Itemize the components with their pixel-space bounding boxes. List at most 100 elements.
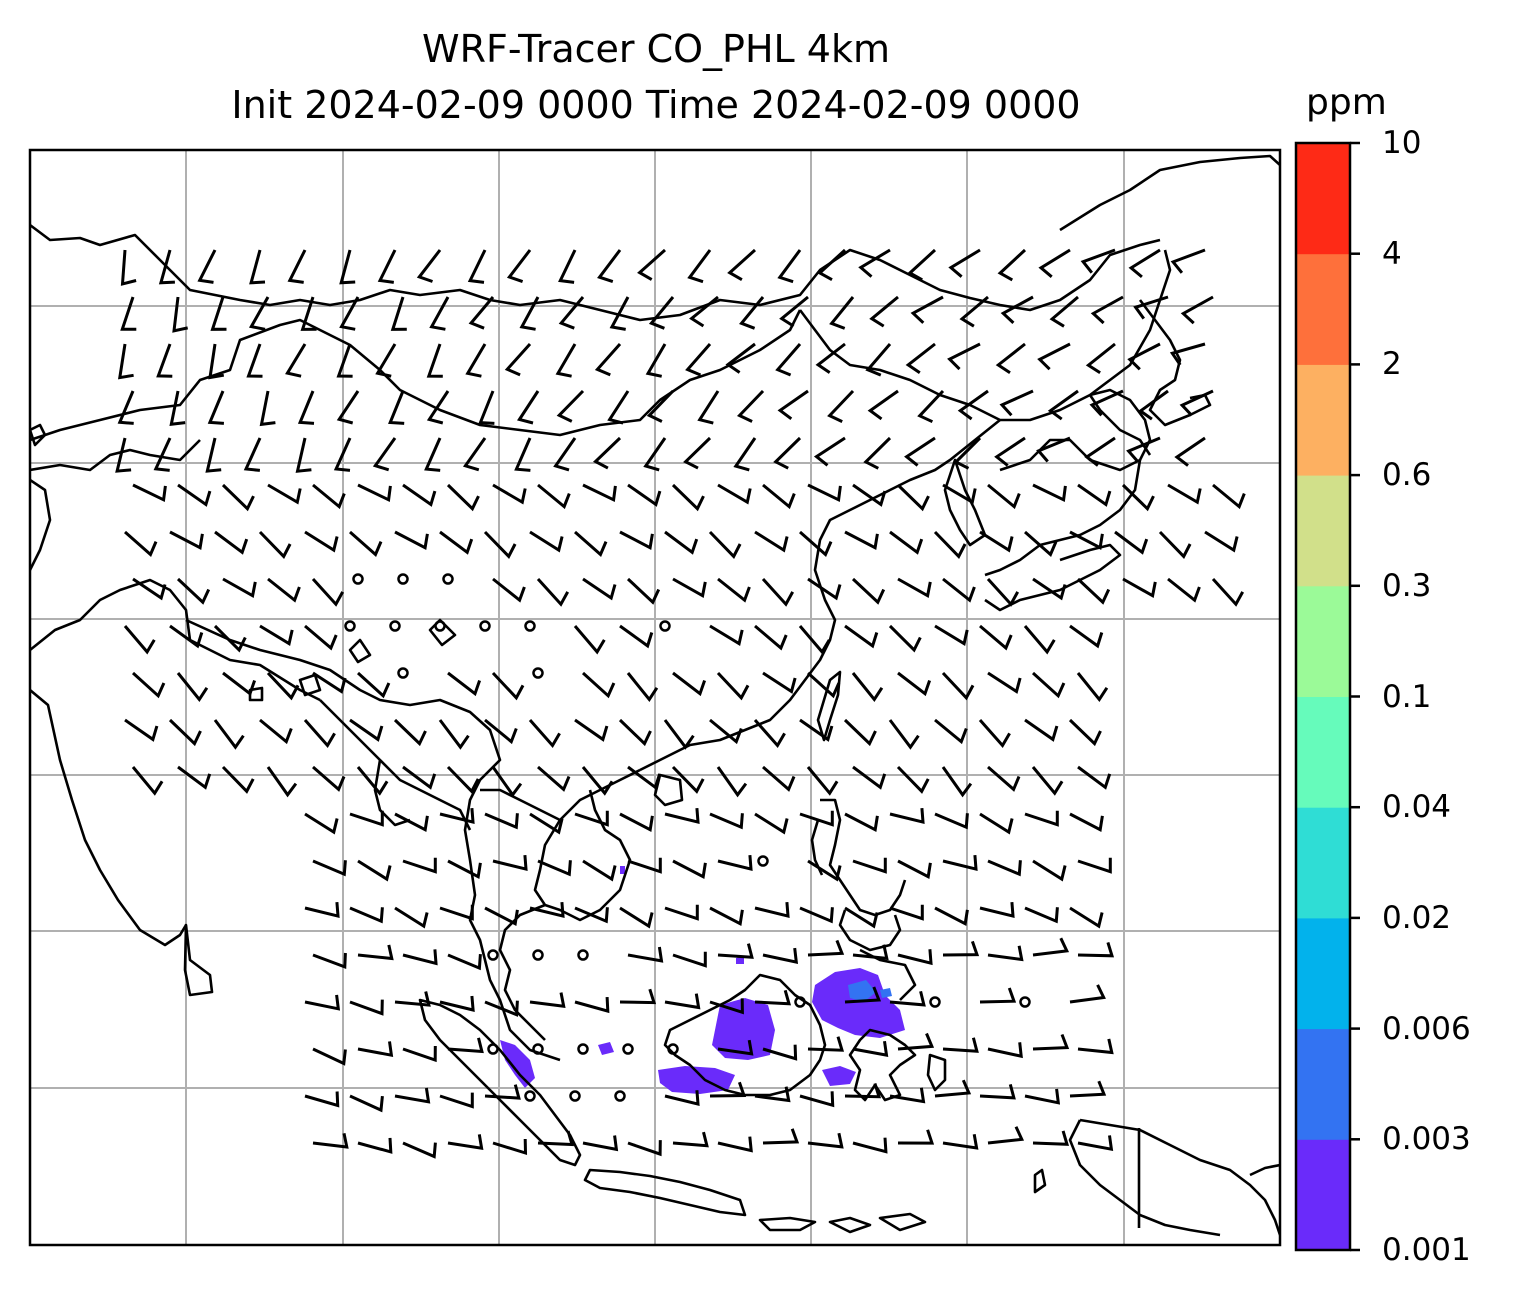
wind-barb	[852, 857, 887, 874]
wind-barb	[197, 249, 217, 284]
wind-barb	[627, 765, 662, 790]
wind-barb	[844, 1082, 882, 1099]
wind-barb	[312, 952, 347, 970]
wind-barb	[852, 765, 887, 790]
wind-barb	[506, 249, 532, 284]
wind-barb	[1085, 342, 1116, 375]
wind-barb	[375, 343, 397, 378]
wind-barb	[447, 1037, 484, 1054]
wind-barb	[285, 343, 307, 378]
wind-barb	[897, 671, 932, 697]
wind-barb	[815, 342, 846, 374]
wind-barb	[1174, 436, 1206, 467]
wind-barb	[582, 577, 617, 601]
wind-barb	[258, 530, 292, 559]
calm-marker	[532, 949, 544, 961]
wind-barb	[762, 483, 796, 510]
wind-barb	[979, 530, 1014, 553]
wind-barb	[777, 389, 809, 420]
wind-barb	[259, 624, 294, 646]
wind-barb	[426, 343, 443, 378]
wind-barb	[888, 624, 922, 653]
map-frame	[28, 148, 1282, 1247]
wind-barb	[664, 1090, 700, 1107]
wind-barb	[158, 249, 175, 285]
wind-barb	[865, 343, 892, 377]
wind-barb	[484, 906, 519, 926]
wind-barb	[671, 483, 705, 512]
wind-barb	[248, 296, 270, 331]
wind-barb	[1076, 577, 1111, 605]
wind-barb	[941, 766, 973, 798]
calm-marker	[524, 620, 536, 632]
wind-barb	[519, 296, 540, 331]
colorbar-tick-label: 0.001	[1382, 1232, 1471, 1268]
wind-barb	[708, 530, 742, 559]
wind-barb	[156, 343, 173, 378]
wind-barb	[1031, 671, 1066, 699]
wind-barb	[987, 945, 1024, 962]
wind-barb	[672, 1131, 709, 1148]
wind-barb	[597, 249, 622, 284]
wind-barb	[1037, 342, 1071, 371]
calm-marker	[397, 667, 409, 679]
wind-barb	[1179, 389, 1214, 417]
wind-barb	[1133, 295, 1169, 320]
wind-barb	[169, 530, 204, 550]
wind-barb	[439, 995, 475, 1012]
wind-barb	[447, 953, 482, 971]
wind-barb	[709, 812, 744, 830]
wind-barb	[942, 483, 977, 505]
wind-barb	[1032, 1033, 1070, 1051]
wind-barb	[1212, 483, 1246, 510]
wind-barb	[942, 1134, 979, 1150]
wind-barb	[889, 530, 924, 555]
wind-barb	[438, 719, 470, 750]
colorbar-tick-label: 10	[1382, 125, 1422, 161]
calm-marker	[757, 855, 769, 867]
wind-barb	[581, 671, 616, 699]
wind-barb	[645, 343, 667, 378]
wind-barb	[957, 389, 989, 421]
wind-barb	[762, 1128, 800, 1145]
wind-barb	[311, 577, 345, 607]
wind-barb	[393, 718, 427, 747]
wind-barb	[987, 1042, 1023, 1059]
wind-barb	[402, 765, 437, 790]
wind-barb	[1036, 436, 1071, 463]
calm-marker	[532, 667, 544, 679]
wind-barb	[1023, 625, 1056, 655]
wind-barb	[851, 672, 884, 703]
wind-barb	[336, 343, 353, 378]
wind-barb	[844, 986, 882, 1004]
wind-barb	[594, 343, 622, 377]
wind-barb	[491, 766, 523, 798]
wind-barb	[176, 672, 209, 703]
wind-barb	[987, 671, 1022, 694]
wind-barb	[709, 998, 744, 1015]
wind-barb	[762, 1044, 798, 1061]
wind-barb	[1069, 812, 1104, 832]
wind-barb	[806, 671, 841, 699]
wind-barb	[672, 951, 707, 968]
wind-barb	[672, 859, 707, 879]
wind-barb	[889, 807, 925, 825]
wind-barb	[553, 437, 577, 472]
wind-barb	[683, 436, 712, 470]
wind-barb	[609, 296, 630, 331]
wind-barb	[208, 343, 225, 380]
wind-barb	[618, 718, 652, 747]
wind-barb	[1032, 937, 1070, 957]
wind-barb	[221, 765, 255, 794]
wind-barb	[402, 1045, 437, 1063]
wind-barb	[754, 901, 790, 919]
wind-barb	[896, 483, 930, 512]
wind-barb	[529, 901, 565, 919]
colorbar-band	[1296, 1028, 1350, 1140]
wind-barb	[807, 859, 842, 882]
wind-barb	[266, 766, 298, 798]
wind-barb	[131, 766, 164, 796]
wind-barb	[573, 625, 606, 655]
wind-barb	[537, 483, 571, 510]
wind-barb	[827, 389, 855, 423]
